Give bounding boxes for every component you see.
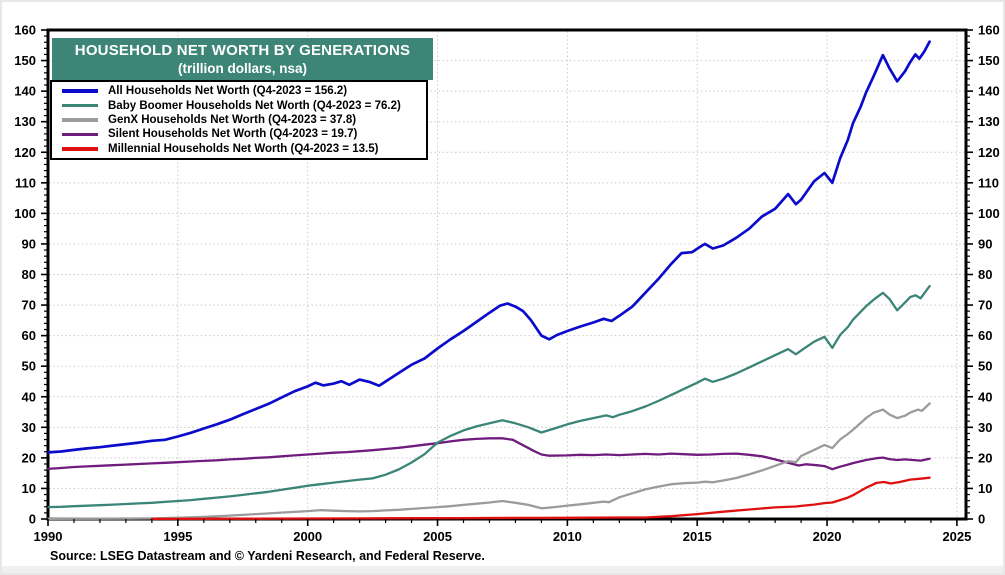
y-tick-label-right: 10 — [978, 481, 992, 496]
legend-swatch-millennial — [62, 147, 98, 151]
y-tick-label-right: 80 — [978, 267, 992, 282]
y-tick-label-right: 0 — [978, 512, 985, 527]
y-tick-label-right: 100 — [978, 206, 1000, 221]
series-line-baby-boomer — [46, 284, 931, 509]
y-tick-label-right: 120 — [978, 145, 1000, 160]
y-tick-label-right: 130 — [978, 114, 1000, 129]
y-tick-label-left: 0 — [29, 512, 36, 527]
legend-label-millennial: Millennial Households Net Worth (Q4-2023… — [108, 142, 379, 155]
legend-item: Silent Households Net Worth (Q4-2023 = 1… — [62, 127, 426, 141]
legend-swatch-genx — [62, 118, 98, 122]
y-tick-label-right: 70 — [978, 298, 992, 313]
y-tick-label-left: 70 — [22, 298, 36, 313]
series-line-all-households — [46, 40, 931, 454]
x-tick-label: 2020 — [813, 529, 842, 544]
bottom-strip — [2, 566, 1003, 573]
y-tick-label-right: 20 — [978, 450, 992, 465]
y-tick-label-left: 50 — [22, 359, 36, 374]
legend-item: All Households Net Worth (Q4-2023 = 156.… — [62, 84, 426, 98]
legend-swatch-baby-boomer — [62, 103, 98, 108]
x-tick-label: 2015 — [683, 529, 712, 544]
y-tick-label-left: 20 — [22, 450, 36, 465]
chart-subtitle: (trillion dollars, nsa) — [177, 60, 307, 76]
legend-label-silent: Silent Households Net Worth (Q4-2023 = 1… — [108, 128, 358, 141]
legend-item: Millennial Households Net Worth (Q4-2023… — [62, 142, 426, 156]
x-tick-label: 2005 — [423, 529, 452, 544]
legend: All Households Net Worth (Q4-2023 = 156.… — [50, 80, 428, 160]
series-line-millennial — [150, 476, 931, 521]
y-tick-label-right: 140 — [978, 84, 1000, 99]
legend-item: GenX Households Net Worth (Q4-2023 = 37.… — [62, 113, 426, 127]
y-tick-label-left: 60 — [22, 328, 36, 343]
chart-title: HOUSEHOLD NET WORTH BY GENERATIONS — [74, 41, 411, 59]
series-line-silent — [46, 437, 931, 471]
y-tick-label-right: 160 — [978, 23, 1000, 38]
y-tick-label-left: 130 — [14, 114, 36, 129]
y-tick-label-right: 30 — [978, 420, 992, 435]
y-tick-label-right: 40 — [978, 389, 992, 404]
x-tick-label: 1995 — [163, 529, 192, 544]
legend-label-all-households: All Households Net Worth (Q4-2023 = 156.… — [108, 85, 348, 98]
legend-swatch-silent — [62, 132, 98, 137]
legend-swatch-all-households — [62, 89, 98, 93]
y-tick-label-right: 90 — [978, 236, 992, 251]
x-tick-label: 2010 — [553, 529, 582, 544]
x-tick-label: 2000 — [293, 529, 322, 544]
y-tick-label-right: 60 — [978, 328, 992, 343]
legend-label-genx: GenX Households Net Worth (Q4-2023 = 37.… — [108, 114, 357, 126]
x-tick-label: 1990 — [34, 529, 63, 544]
y-tick-label-left: 80 — [22, 267, 36, 282]
y-tick-label-right: 50 — [978, 359, 992, 374]
y-tick-label-left: 30 — [22, 420, 36, 435]
y-tick-label-left: 120 — [14, 145, 36, 160]
y-tick-label-left: 100 — [14, 206, 36, 221]
source-note: Source: LSEG Datastream and © Yardeni Re… — [50, 549, 485, 563]
y-tick-label-left: 160 — [14, 23, 36, 38]
series-line-genx — [46, 402, 931, 520]
x-tick-label: 2025 — [942, 529, 971, 544]
legend-item: Baby Boomer Households Net Worth (Q4-202… — [62, 98, 426, 112]
y-tick-label-left: 40 — [22, 389, 36, 404]
y-tick-label-left: 140 — [14, 84, 36, 99]
chart-title-box: HOUSEHOLD NET WORTH BY GENERATIONS (tril… — [52, 38, 433, 80]
y-tick-label-left: 150 — [14, 53, 36, 68]
y-tick-label-right: 110 — [978, 175, 999, 190]
y-tick-label-right: 150 — [978, 53, 1000, 68]
legend-label-baby-boomer: Baby Boomer Households Net Worth (Q4-202… — [108, 99, 401, 112]
y-tick-label-left: 90 — [22, 236, 36, 251]
y-tick-label-left: 10 — [22, 481, 36, 496]
y-tick-label-left: 110 — [15, 175, 36, 190]
